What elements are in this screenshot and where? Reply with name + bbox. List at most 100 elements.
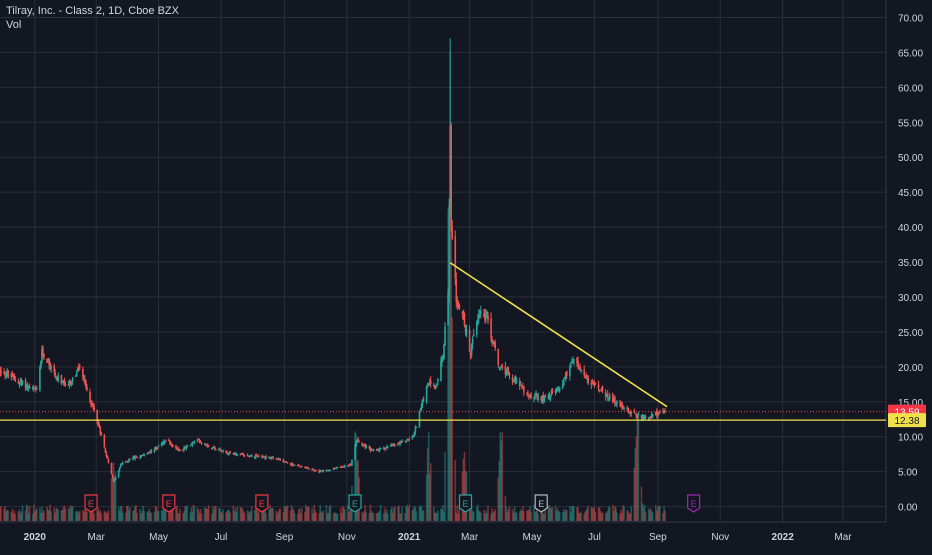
candle-body [571, 362, 573, 364]
candle-body [535, 393, 537, 395]
volume-label[interactable]: Vol [6, 19, 22, 31]
volume-bar [24, 510, 27, 521]
volume-bar [427, 432, 430, 521]
candle-body [650, 414, 653, 419]
candle-body [221, 450, 223, 452]
volume-bar [268, 509, 270, 521]
volume-bar [436, 512, 438, 521]
volume-bar [234, 507, 237, 521]
candle-body [162, 441, 165, 445]
earnings-marker[interactable]: E [162, 494, 176, 513]
candle-body [36, 388, 38, 390]
candle-body [422, 398, 425, 401]
earnings-label: E [166, 499, 172, 509]
earnings-marker[interactable]: E [348, 494, 362, 513]
candle-body [662, 410, 664, 412]
candle-body [263, 456, 265, 458]
volume-bar [405, 506, 407, 521]
candle-body [634, 413, 637, 415]
volume-bar [328, 506, 331, 521]
volume-bar [69, 505, 72, 521]
volume-bar [100, 513, 103, 521]
candle-body [565, 371, 568, 376]
candle-body [401, 440, 403, 443]
volume-bar [279, 508, 282, 521]
earnings-marker[interactable]: E [84, 494, 98, 513]
candle-body [620, 402, 622, 405]
earnings-marker[interactable]: E [687, 494, 701, 513]
volume-bar [659, 505, 661, 521]
candle-body [33, 388, 36, 390]
volume-bar [232, 505, 235, 521]
volume-bar [468, 509, 471, 521]
volume-bar [32, 504, 35, 521]
volume-bar [471, 511, 474, 521]
candle-body [454, 236, 457, 278]
volume-bar [41, 506, 43, 521]
volume-bar [544, 508, 547, 521]
candle-body [254, 454, 257, 458]
volume-bar [215, 506, 217, 521]
candle-body [355, 441, 357, 447]
candle-body [179, 449, 181, 451]
y-tick-label: 10.00 [898, 433, 923, 444]
candle-body [426, 384, 429, 386]
candle-body [600, 388, 603, 391]
candle-body [326, 469, 329, 471]
volume-bar [384, 512, 387, 521]
candle-body [541, 396, 544, 402]
candle-body [215, 449, 217, 451]
candle-body [419, 408, 422, 412]
candle-body [570, 365, 572, 368]
volume-bar [362, 513, 364, 521]
volume-bar [93, 513, 95, 521]
volume-bar [148, 508, 151, 521]
volume-bar [332, 513, 335, 521]
x-tick-label: Nov [711, 532, 729, 543]
candle-body [518, 381, 521, 387]
volume-bar [412, 508, 415, 521]
volume-bar [598, 506, 601, 521]
volume-bar [43, 510, 45, 521]
candle-body [62, 381, 65, 383]
volume-bar [580, 511, 582, 521]
candle-body [363, 444, 366, 446]
candle-body [469, 352, 472, 356]
volume-bar [132, 510, 134, 521]
volume-bar [455, 513, 458, 521]
symbol-title[interactable]: Tilray, Inc. - Class 2, 1D, Cboe BZX [6, 5, 179, 17]
candle-body [408, 439, 411, 441]
volume-bar [75, 510, 78, 521]
volume-bar [419, 505, 422, 521]
candle-body [171, 444, 173, 446]
volume-bar [301, 507, 303, 521]
candle-body [472, 334, 475, 337]
earnings-marker[interactable]: E [255, 494, 269, 513]
candle-body [415, 426, 418, 428]
volume-bar [565, 510, 568, 521]
volume-bar [113, 476, 116, 521]
volume-bar [426, 448, 429, 521]
volume-bar [593, 506, 596, 521]
earnings-marker[interactable]: E [534, 494, 548, 513]
candle-body [25, 384, 28, 387]
candle-body [340, 466, 343, 468]
volume-series [0, 51, 666, 522]
candle-body [279, 459, 282, 461]
volume-bar [571, 505, 573, 521]
candle-body [247, 455, 250, 457]
candle-body [470, 344, 473, 355]
earnings-marker[interactable]: E [458, 494, 473, 513]
volume-bar [579, 513, 581, 521]
volume-bar [19, 513, 22, 521]
candle-body [120, 463, 123, 465]
volume-bar [329, 505, 332, 521]
volume-bar [401, 506, 403, 521]
candle-body [420, 404, 423, 410]
candle-body [168, 440, 170, 442]
volume-bar [656, 510, 658, 521]
volume-bar [162, 507, 165, 521]
